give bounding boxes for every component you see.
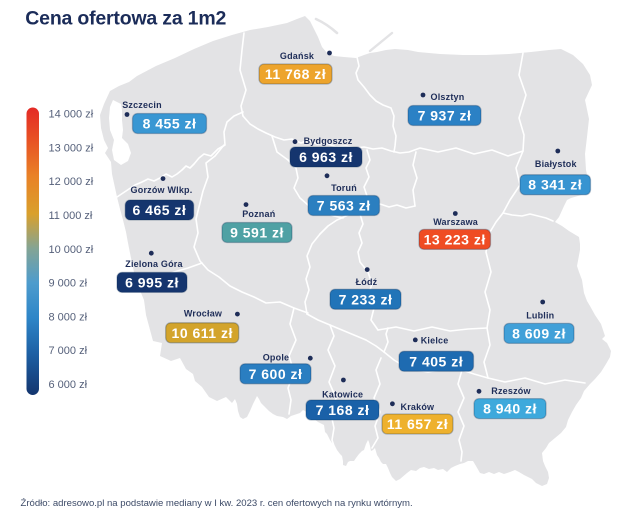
svg-text:Kraków: Kraków <box>401 402 436 412</box>
svg-text:Opole: Opole <box>263 353 290 363</box>
svg-text:Białystok: Białystok <box>535 159 578 169</box>
svg-text:6 000 zł: 6 000 zł <box>49 379 88 391</box>
svg-text:Toruń: Toruń <box>331 183 357 193</box>
svg-text:Cena ofertowa za 1m2: Cena ofertowa za 1m2 <box>25 7 226 29</box>
svg-text:Wrocław: Wrocław <box>184 309 223 319</box>
svg-text:10 000 zł: 10 000 zł <box>49 244 94 256</box>
svg-text:7 563 zł: 7 563 zł <box>317 198 371 214</box>
svg-text:10 611 zł: 10 611 zł <box>172 325 233 341</box>
svg-text:Rzeszów: Rzeszów <box>491 386 531 396</box>
svg-text:7 600 zł: 7 600 zł <box>249 366 303 382</box>
svg-text:6 465 zł: 6 465 zł <box>132 202 186 218</box>
svg-text:7 168 zł: 7 168 zł <box>316 402 370 418</box>
svg-text:7 233 zł: 7 233 zł <box>339 291 393 307</box>
svg-text:Gdańsk: Gdańsk <box>280 51 315 61</box>
svg-text:Gorzów Wlkp.: Gorzów Wlkp. <box>131 185 193 195</box>
svg-text:6 963 zł: 6 963 zł <box>299 149 353 165</box>
svg-text:11 657 zł: 11 657 zł <box>387 416 448 432</box>
svg-text:Źródło: adresowo.pl na podstaw: Źródło: adresowo.pl na podstawie mediany… <box>21 498 413 509</box>
svg-text:11 000 zł: 11 000 zł <box>49 210 93 222</box>
svg-text:13 000 zł: 13 000 zł <box>49 142 94 154</box>
svg-text:8 940 zł: 8 940 zł <box>483 401 537 417</box>
svg-text:Zielona Góra: Zielona Góra <box>125 259 183 269</box>
svg-text:9 591 zł: 9 591 zł <box>230 225 284 241</box>
svg-text:7 405 zł: 7 405 zł <box>409 353 463 369</box>
svg-text:8 609 zł: 8 609 zł <box>512 325 566 341</box>
svg-text:8 000 zł: 8 000 zł <box>49 311 88 323</box>
svg-text:8 341 zł: 8 341 zł <box>528 177 582 193</box>
svg-text:7 000 zł: 7 000 zł <box>49 345 88 357</box>
svg-text:Łódź: Łódź <box>356 277 378 287</box>
svg-text:Poznań: Poznań <box>242 209 275 219</box>
svg-text:11 768 zł: 11 768 zł <box>265 66 326 82</box>
svg-text:6 995 zł: 6 995 zł <box>125 274 179 290</box>
svg-text:12 000 zł: 12 000 zł <box>49 176 94 188</box>
svg-text:Katowice: Katowice <box>322 390 363 400</box>
svg-text:Olsztyn: Olsztyn <box>431 92 465 102</box>
svg-text:Bydgoszcz: Bydgoszcz <box>304 136 353 146</box>
svg-text:Warszawa: Warszawa <box>433 217 479 227</box>
svg-text:9 000 zł: 9 000 zł <box>49 278 88 290</box>
svg-text:7 937 zł: 7 937 zł <box>418 108 472 124</box>
svg-text:Kielce: Kielce <box>421 335 449 345</box>
svg-text:14 000 zł: 14 000 zł <box>49 109 94 121</box>
svg-text:13 223 zł: 13 223 zł <box>424 231 486 247</box>
svg-text:Lublin: Lublin <box>526 311 554 321</box>
svg-text:8 455 zł: 8 455 zł <box>143 116 197 132</box>
svg-text:Szczecin: Szczecin <box>122 100 162 110</box>
